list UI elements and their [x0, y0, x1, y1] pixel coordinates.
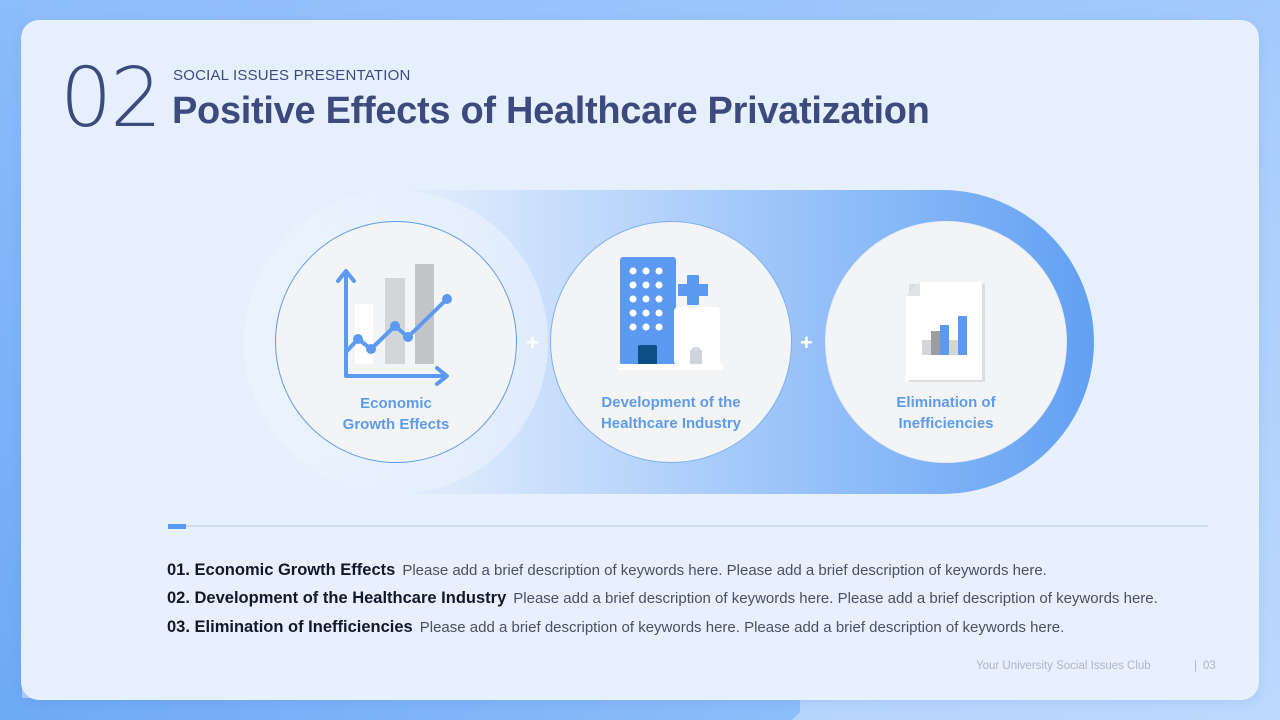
section-divider [168, 525, 1208, 527]
footer-separator: | [1194, 658, 1198, 672]
diagram-item-label: Economic Growth Effects [276, 393, 516, 435]
description-row: 03. Elimination of Inefficiencies Please… [167, 613, 1247, 642]
description-text: Please add a brief description of keywor… [402, 561, 1047, 579]
diagram-item-label: Development of the Healthcare Industry [551, 392, 791, 434]
label-line-2: Healthcare Industry [600, 415, 742, 432]
growth-chart-icon [336, 264, 452, 386]
description-row: 01. Economic Growth Effects Please add a… [167, 556, 1247, 585]
description-keyword: 02. Development of the Healthcare Indust… [167, 589, 507, 608]
label-line-1: Development of the [601, 394, 741, 411]
diagram-item-label: Elimination of Inefficiencies [826, 392, 1066, 434]
plus-connector-icon: + [800, 330, 813, 355]
section-number: 02 [60, 51, 162, 146]
description-row: 02. Development of the Healthcare Indust… [167, 585, 1247, 614]
description-text: Please add a brief description of keywor… [419, 618, 1065, 636]
background-bottom-strip [0, 698, 800, 720]
description-keyword: 03. Elimination of Inefficiencies [167, 617, 413, 636]
diagram-item-economic-growth: Economic Growth Effects [275, 221, 517, 463]
slide-title: Positive Effects of Healthcare Privatiza… [172, 90, 930, 132]
divider-accent [168, 524, 186, 529]
diagram-item-inefficiencies: Elimination of Inefficiencies [825, 221, 1067, 463]
background-left-strip [0, 0, 22, 720]
label-line-1: Economic [360, 395, 432, 412]
plus-connector-icon: + [526, 330, 539, 355]
description-text: Please add a brief description of keywor… [513, 590, 1158, 608]
description-keyword: 01. Economic Growth Effects [167, 560, 396, 579]
slide-subtitle: SOCIAL ISSUES PRESENTATION [173, 67, 411, 84]
diagram-item-healthcare-industry: Development of the Healthcare Industry [550, 221, 792, 463]
label-line-2: Inefficiencies [898, 415, 994, 432]
report-document-icon [906, 282, 985, 382]
description-list: 01. Economic Growth Effects Please add a… [167, 556, 1247, 642]
label-line-1: Elimination of [896, 394, 996, 411]
page-number: 03 [1203, 660, 1216, 672]
label-line-2: Growth Effects [342, 416, 450, 433]
hospital-building-icon [618, 257, 723, 370]
footer-organization: Your University Social Issues Club [976, 660, 1151, 672]
